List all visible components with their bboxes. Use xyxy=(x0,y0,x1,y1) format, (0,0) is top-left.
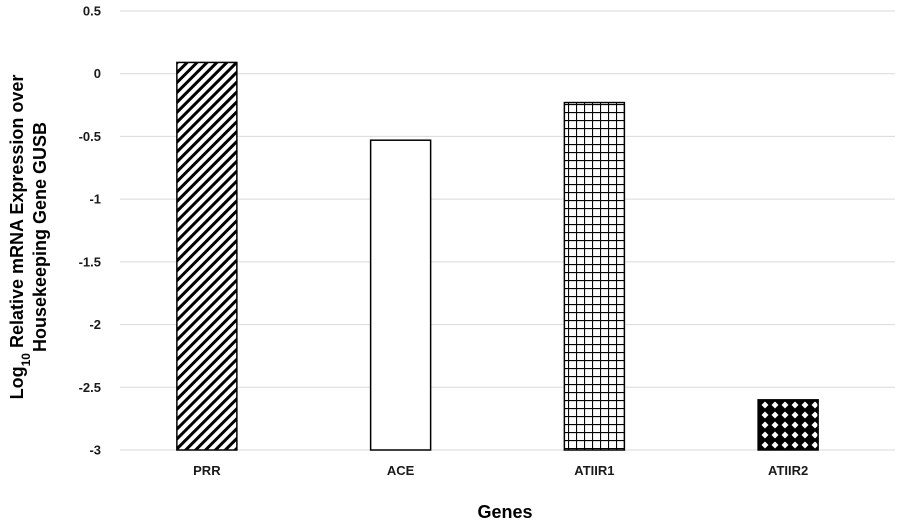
x-tick-label: ACE xyxy=(387,463,415,478)
bar-atiir2 xyxy=(757,399,819,451)
bar-ace xyxy=(369,139,432,451)
y-tick-label: -1.5 xyxy=(79,254,101,269)
y-tick-label: 0 xyxy=(94,66,101,81)
y-axis-title: Log10 Relative mRNA Expression over Hous… xyxy=(7,75,50,400)
y-tick-label: -1 xyxy=(89,192,101,207)
x-axis-title: Genes xyxy=(477,502,532,522)
y-axis-tick-labels: 0.5 0 -0.5 -1 -1.5 -2 -2.5 -3 xyxy=(79,4,101,458)
svg-text:Log10 Relative mRNA Expression: Log10 Relative mRNA Expression over xyxy=(7,75,33,400)
y-axis-title-line2: Housekeeping Gene GUSB xyxy=(30,122,50,352)
x-tick-label: ATIIR2 xyxy=(768,463,808,478)
y-tick-label: -2.5 xyxy=(79,380,101,395)
gridlines xyxy=(120,10,895,451)
x-axis-tick-labels: PRR ACE ATIIR1 ATIIR2 xyxy=(193,463,808,478)
y-axis-title-subscript: 10 xyxy=(19,353,33,367)
y-tick-label: 0.5 xyxy=(83,4,101,19)
y-tick-label: -0.5 xyxy=(79,129,101,144)
y-tick-label: -2 xyxy=(89,317,101,332)
y-tick-label: -3 xyxy=(89,443,101,458)
bars xyxy=(176,61,819,451)
x-tick-label: PRR xyxy=(193,463,221,478)
y-axis-title-log: Log xyxy=(7,366,27,399)
bar-atiir1 xyxy=(563,101,626,451)
x-tick-label: ATIIR1 xyxy=(574,463,614,478)
y-axis-title-line1: Relative mRNA Expression over xyxy=(7,75,27,353)
bar-prr xyxy=(176,61,238,451)
